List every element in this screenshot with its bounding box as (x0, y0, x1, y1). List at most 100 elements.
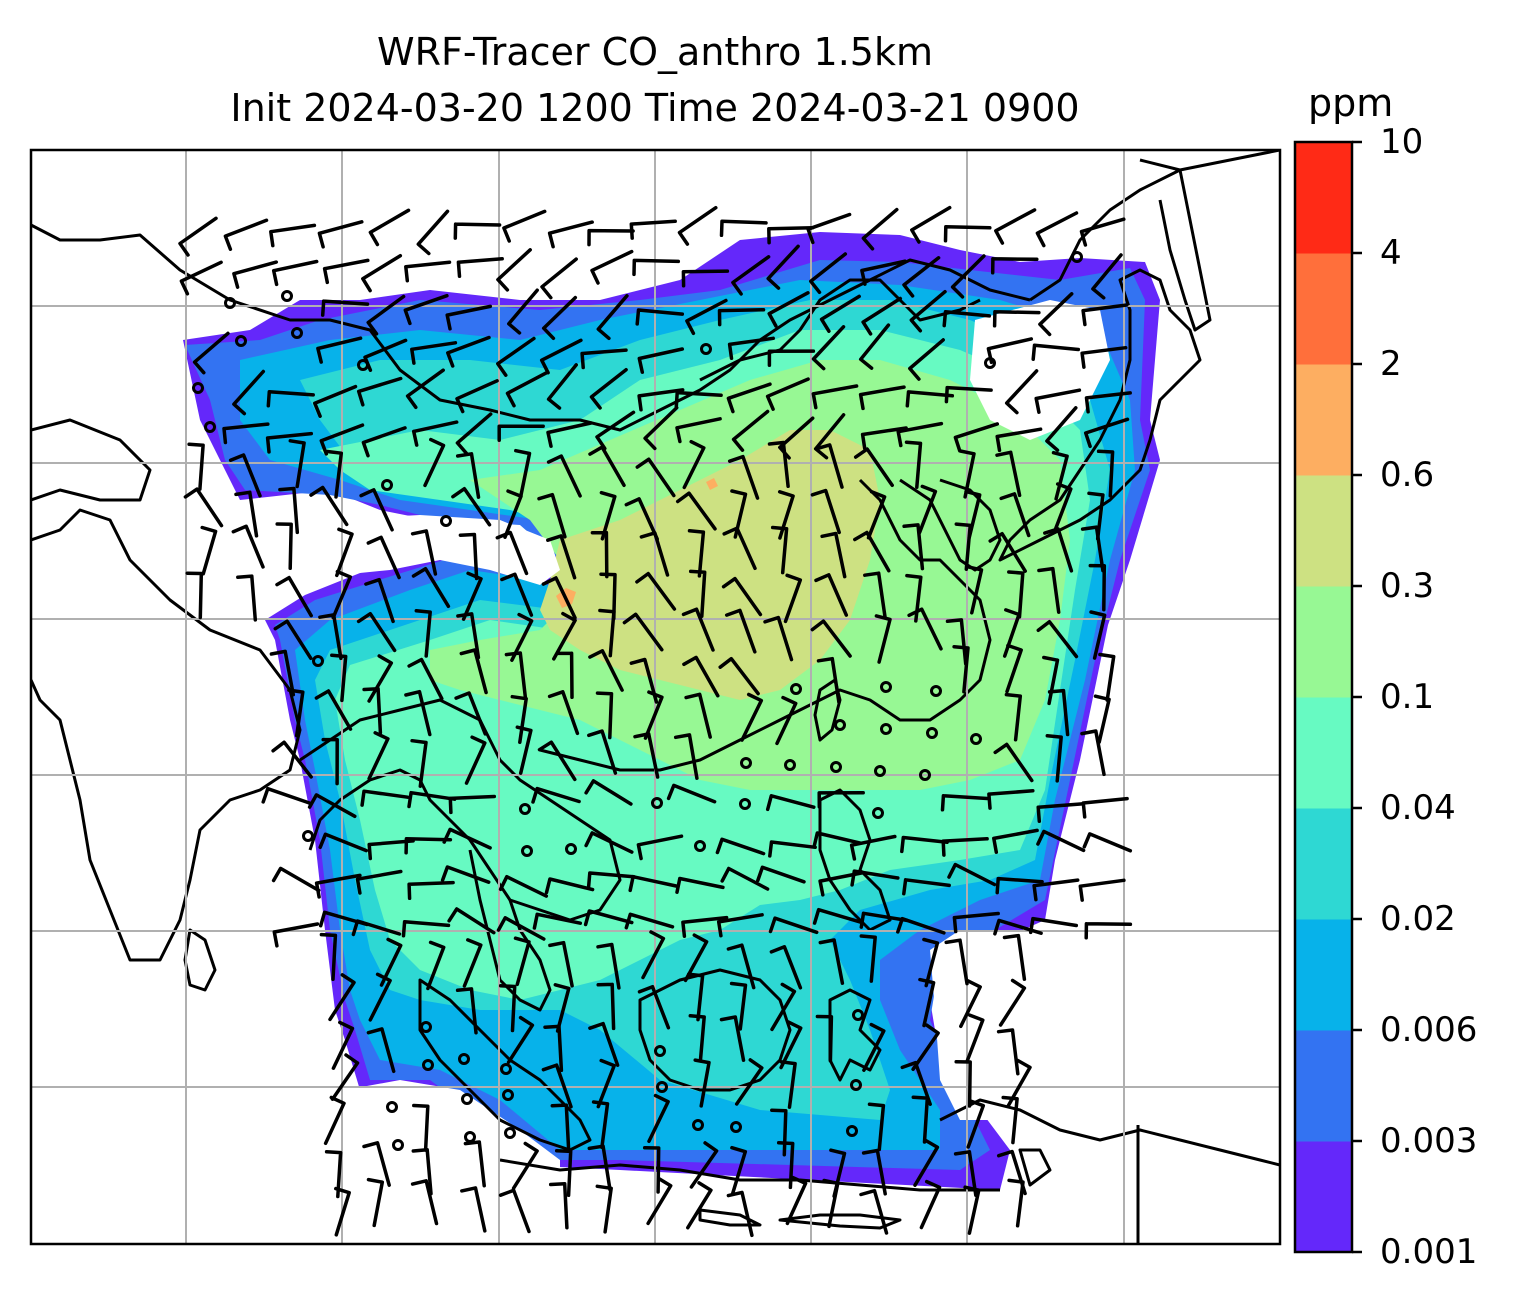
wind-barb (596, 1058, 616, 1109)
wind-barb (598, 608, 616, 658)
wind-barb (765, 794, 816, 812)
wind-barb (812, 831, 862, 849)
wind-barb (330, 653, 348, 703)
wind-barb (785, 1175, 808, 1226)
calm-wind-marker (656, 1081, 668, 1093)
calm-wind-marker (874, 765, 886, 777)
wind-barb (1031, 343, 1081, 361)
wind-barb (531, 786, 581, 804)
wind-barb (446, 335, 491, 368)
wind-barb (178, 216, 218, 257)
wind-barb (1042, 655, 1060, 706)
wind-barb (537, 740, 577, 782)
calm-wind-marker (502, 1089, 514, 1101)
wind-barb (511, 1141, 539, 1190)
wind-barb (635, 308, 685, 326)
wind-barb (275, 575, 313, 618)
wind-barb (309, 485, 349, 527)
wind-barb (271, 740, 313, 779)
colorbar-ticks (1352, 140, 1362, 1254)
colorbar-tick-label: 0.04 (1380, 788, 1456, 828)
wind-barb (770, 1108, 788, 1157)
wind-barb (505, 371, 549, 408)
wind-barb (686, 1181, 713, 1230)
wind-barb (1007, 570, 1025, 619)
wind-barb (911, 1095, 930, 1144)
wind-barb (458, 532, 479, 581)
wind-barb (596, 294, 629, 341)
wind-barb (919, 1179, 942, 1230)
wind-barb (628, 874, 678, 893)
coast-srilanka (183, 928, 217, 992)
wind-barb (1080, 345, 1128, 369)
wind-barb (688, 1014, 706, 1063)
calm-wind-marker (834, 719, 846, 731)
wind-barb (896, 916, 946, 935)
wind-barb (459, 648, 488, 695)
wind-barb (642, 1146, 661, 1194)
wind-barb (637, 984, 671, 1030)
field-gap-bay (240, 515, 560, 600)
wind-barb (234, 490, 259, 538)
wind-barb (496, 336, 536, 377)
colorbar-tick-label: 0.006 (1380, 1010, 1478, 1050)
wind-barbs (178, 205, 1133, 1238)
wind-barb (410, 341, 458, 365)
wind-barb (1002, 608, 1021, 658)
wind-barb (675, 491, 717, 531)
wind-barb (461, 571, 483, 621)
wind-barb (810, 488, 841, 535)
wind-barb (717, 308, 766, 327)
wind-barb (994, 208, 1037, 245)
wind-barb (287, 688, 305, 738)
wind-barb (537, 492, 567, 539)
wind-barb (261, 786, 312, 805)
wind-barb (334, 1186, 351, 1237)
wind-barb (401, 920, 451, 938)
concentration-field (183, 232, 1160, 1200)
wind-barb (684, 692, 712, 739)
wind-barb (456, 257, 504, 279)
wind-barb (587, 228, 635, 247)
wind-barb (727, 454, 760, 500)
wind-barb (232, 260, 279, 289)
wind-barb (404, 260, 452, 283)
calm-wind-marker (651, 797, 663, 809)
wind-barb (407, 657, 444, 701)
wind-barb (1004, 369, 1039, 415)
coast-pakistan (31, 418, 152, 502)
wind-barb (1037, 566, 1061, 614)
field-level-8b (706, 478, 718, 490)
colorbar-segment (1295, 475, 1352, 587)
wind-barb (321, 737, 339, 786)
wind-barb (858, 323, 891, 370)
wind-barb (515, 725, 533, 775)
wind-barb (767, 440, 790, 489)
coast-newguinea (939, 1098, 1280, 1167)
wind-barb (498, 1188, 531, 1234)
wind-barb (591, 1100, 610, 1150)
calm-wind-marker (224, 297, 236, 309)
wind-barb (596, 982, 616, 1031)
wind-barb (504, 651, 528, 699)
wind-barb (941, 837, 989, 857)
coast-china-east (539, 478, 992, 772)
wind-barb (447, 907, 496, 935)
wind-barb (995, 427, 1043, 453)
wind-barb (1038, 292, 1074, 337)
wind-barb (314, 689, 353, 731)
wind-barb (362, 1141, 391, 1187)
calm-wind-marker (692, 1119, 704, 1131)
wind-barb (1036, 802, 1084, 824)
wind-barb (681, 915, 729, 938)
wind-barb (721, 576, 763, 617)
wind-barb (902, 878, 951, 896)
wind-barb (633, 732, 660, 779)
wind-barb (335, 527, 354, 578)
wind-barb (859, 1188, 889, 1235)
wind-barb (1001, 1095, 1019, 1145)
wind-barb (236, 574, 258, 622)
wind-barb (587, 1144, 612, 1192)
wind-barb (853, 447, 894, 488)
wind-barb (1043, 527, 1074, 573)
